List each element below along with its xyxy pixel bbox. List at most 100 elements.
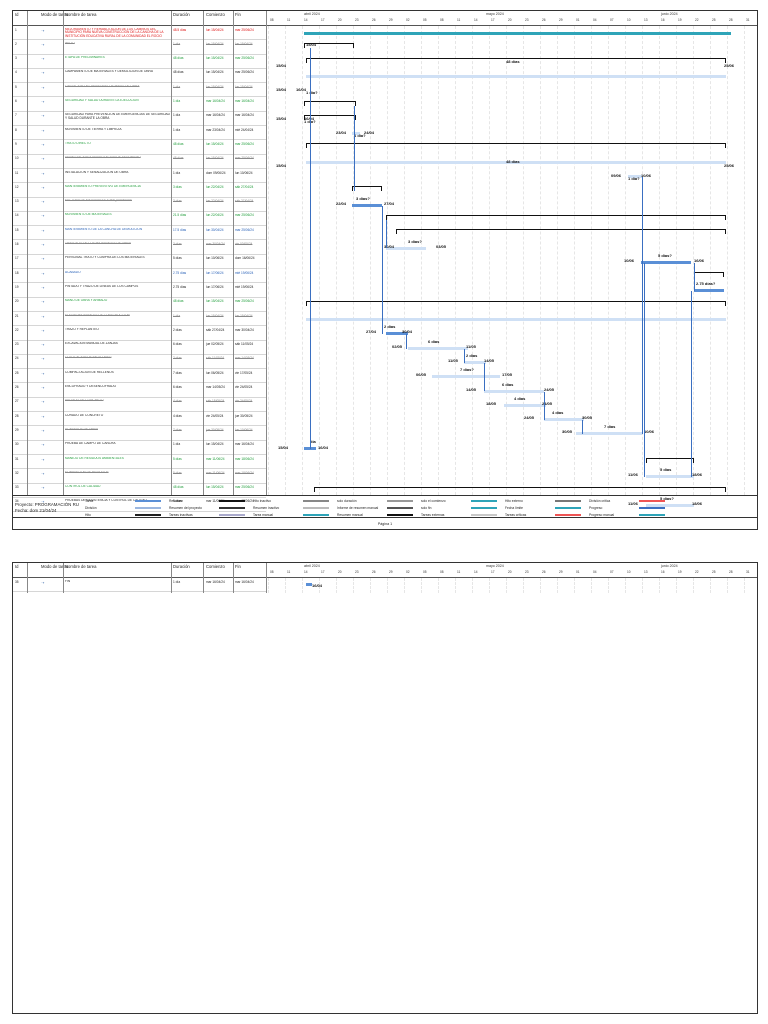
grid-line [727,578,728,593]
col-duration-header: Duración [173,12,190,17]
task-start: lun 30/04/24 [206,227,224,232]
summary-bar[interactable] [304,43,354,49]
summary-bar[interactable] [304,100,356,106]
task-bar[interactable] [352,132,360,136]
day-label: 02 [406,18,410,22]
task-start: lun 22/04/24 [206,199,224,204]
legend-item: Informe de resumen manual [337,506,379,510]
day-label: 08 [270,570,274,574]
summary-bar[interactable] [304,114,356,120]
day-label: 13 [644,570,648,574]
day-label: 26 [372,570,376,574]
task-duration: 2.75 días [173,284,187,289]
task-end: mar 30/04/24 [235,327,254,332]
task-bar[interactable] [386,332,408,336]
task-bar[interactable] [432,375,500,379]
bar-label: 5 días [660,467,672,473]
grid-line [625,578,626,593]
task-duration: 5 días [173,499,182,504]
task-end: mar 18/06/24 [235,456,254,461]
day-label: 17 [491,570,495,574]
day-label: 08 [440,570,444,574]
summary-bar[interactable] [314,486,726,492]
task-name: TRATO DIRECTO [65,141,91,145]
task-id: 7 [15,113,17,118]
bar-label: 3 días? [408,238,422,244]
bar-label: 23/04 [336,130,347,136]
task-id: 22 [15,327,19,332]
task-mode-icon: ⇢ [41,41,45,47]
task-name: PRUEBA DE CAMPO DE CANCHA [65,442,116,446]
summary-bar[interactable] [306,143,726,149]
task-start: lun 15/04/24 [206,70,224,75]
summary-bar[interactable] [352,186,382,192]
table-row: 27 ⇢ VACIADO DE CONCRETO 4 días sáb 18/05/24… [13,398,266,413]
summary-bar[interactable] [306,57,726,63]
task-end: mar 25/06/24 [235,299,254,304]
bar-label: 30/05 [582,415,593,421]
task-bar[interactable] [464,360,486,364]
task-mode-icon: ⇢ [41,70,45,76]
task-duration: 48 días [173,299,184,304]
grid-line [540,26,541,495]
task-bar[interactable] [352,203,382,207]
bar-label: 3 días? [356,195,370,201]
day-label: 17 [321,18,325,22]
table-row: 24 ⇢ COLOCACIÓN DE FALSO PISO 2 días sáb 11/… [13,355,266,370]
task-bar[interactable] [408,346,468,350]
task-name: PRUEBAS DE RESISTENCIA Y CONTROL DE CALI… [65,499,147,503]
day-label: 16 [661,570,665,574]
task-bar[interactable] [306,74,726,78]
task-bar[interactable] [576,432,642,436]
summary-bar[interactable] [386,214,726,220]
task-name: PERSONAL TRATO Y COMPRA DE LOS MATERIALE… [65,256,145,260]
day-label: 23 [355,570,359,574]
bar-label: 48 días [506,158,520,164]
task-bar[interactable] [386,246,426,250]
grid-line [489,578,490,593]
dependency-link [642,177,643,435]
task-bar[interactable] [544,418,584,422]
task-end: mar 18/06/24 [235,470,254,475]
task-bar[interactable] [646,503,694,507]
day-label: 08 [270,18,274,22]
summary-bar[interactable] [396,229,726,235]
task-bar[interactable] [484,389,544,393]
bar-label: 09/06 [611,173,622,178]
bar-label: 18/06 [692,500,703,506]
dependency-link [464,348,465,363]
task-duration: 1 día [173,41,181,46]
legend-swatch [303,500,329,502]
task-bar[interactable] [306,160,726,164]
task-bar[interactable] [504,403,546,407]
grid-line [302,578,303,593]
task-end: vie 03/05/24 [235,242,253,246]
table-header: Id Modo de tarea Nombre de tarea Duració… [13,11,757,26]
column-divider [233,563,234,593]
table-row: 2 ⇢ INICIO 1 día lun 15/04/24 lun 15/04/24 [13,40,266,55]
task-bar[interactable] [694,289,724,293]
grid-line [744,26,745,495]
bar-label: 6 días [428,338,440,344]
day-label: 25 [712,570,716,574]
task-bar[interactable] [628,175,642,178]
dependency-link [310,48,311,449]
task-bar[interactable] [646,475,694,479]
grid-line [285,26,286,495]
task-end: lun 15/04/24 [235,84,253,89]
grid-line [370,578,371,593]
summary-bar[interactable] [306,300,726,306]
bar-label: 4 días [552,410,564,416]
task-bar[interactable] [641,260,691,264]
project-summary-bar[interactable] [304,32,731,35]
summary-bar[interactable] [694,272,724,278]
day-label: 28 [729,18,733,22]
column-divider [203,563,204,593]
milestone-marker[interactable] [306,583,312,586]
column-divider [233,11,234,495]
summary-bar[interactable] [646,458,694,463]
task-bar[interactable] [306,318,726,321]
task-mode-icon: ⇢ [41,284,45,290]
task-mode-icon: ⇢ [41,399,45,405]
table-row: 19 ⇢ PINTADO Y TRAZO DE LÍNEAS DE LOS CAMP… [13,283,266,298]
